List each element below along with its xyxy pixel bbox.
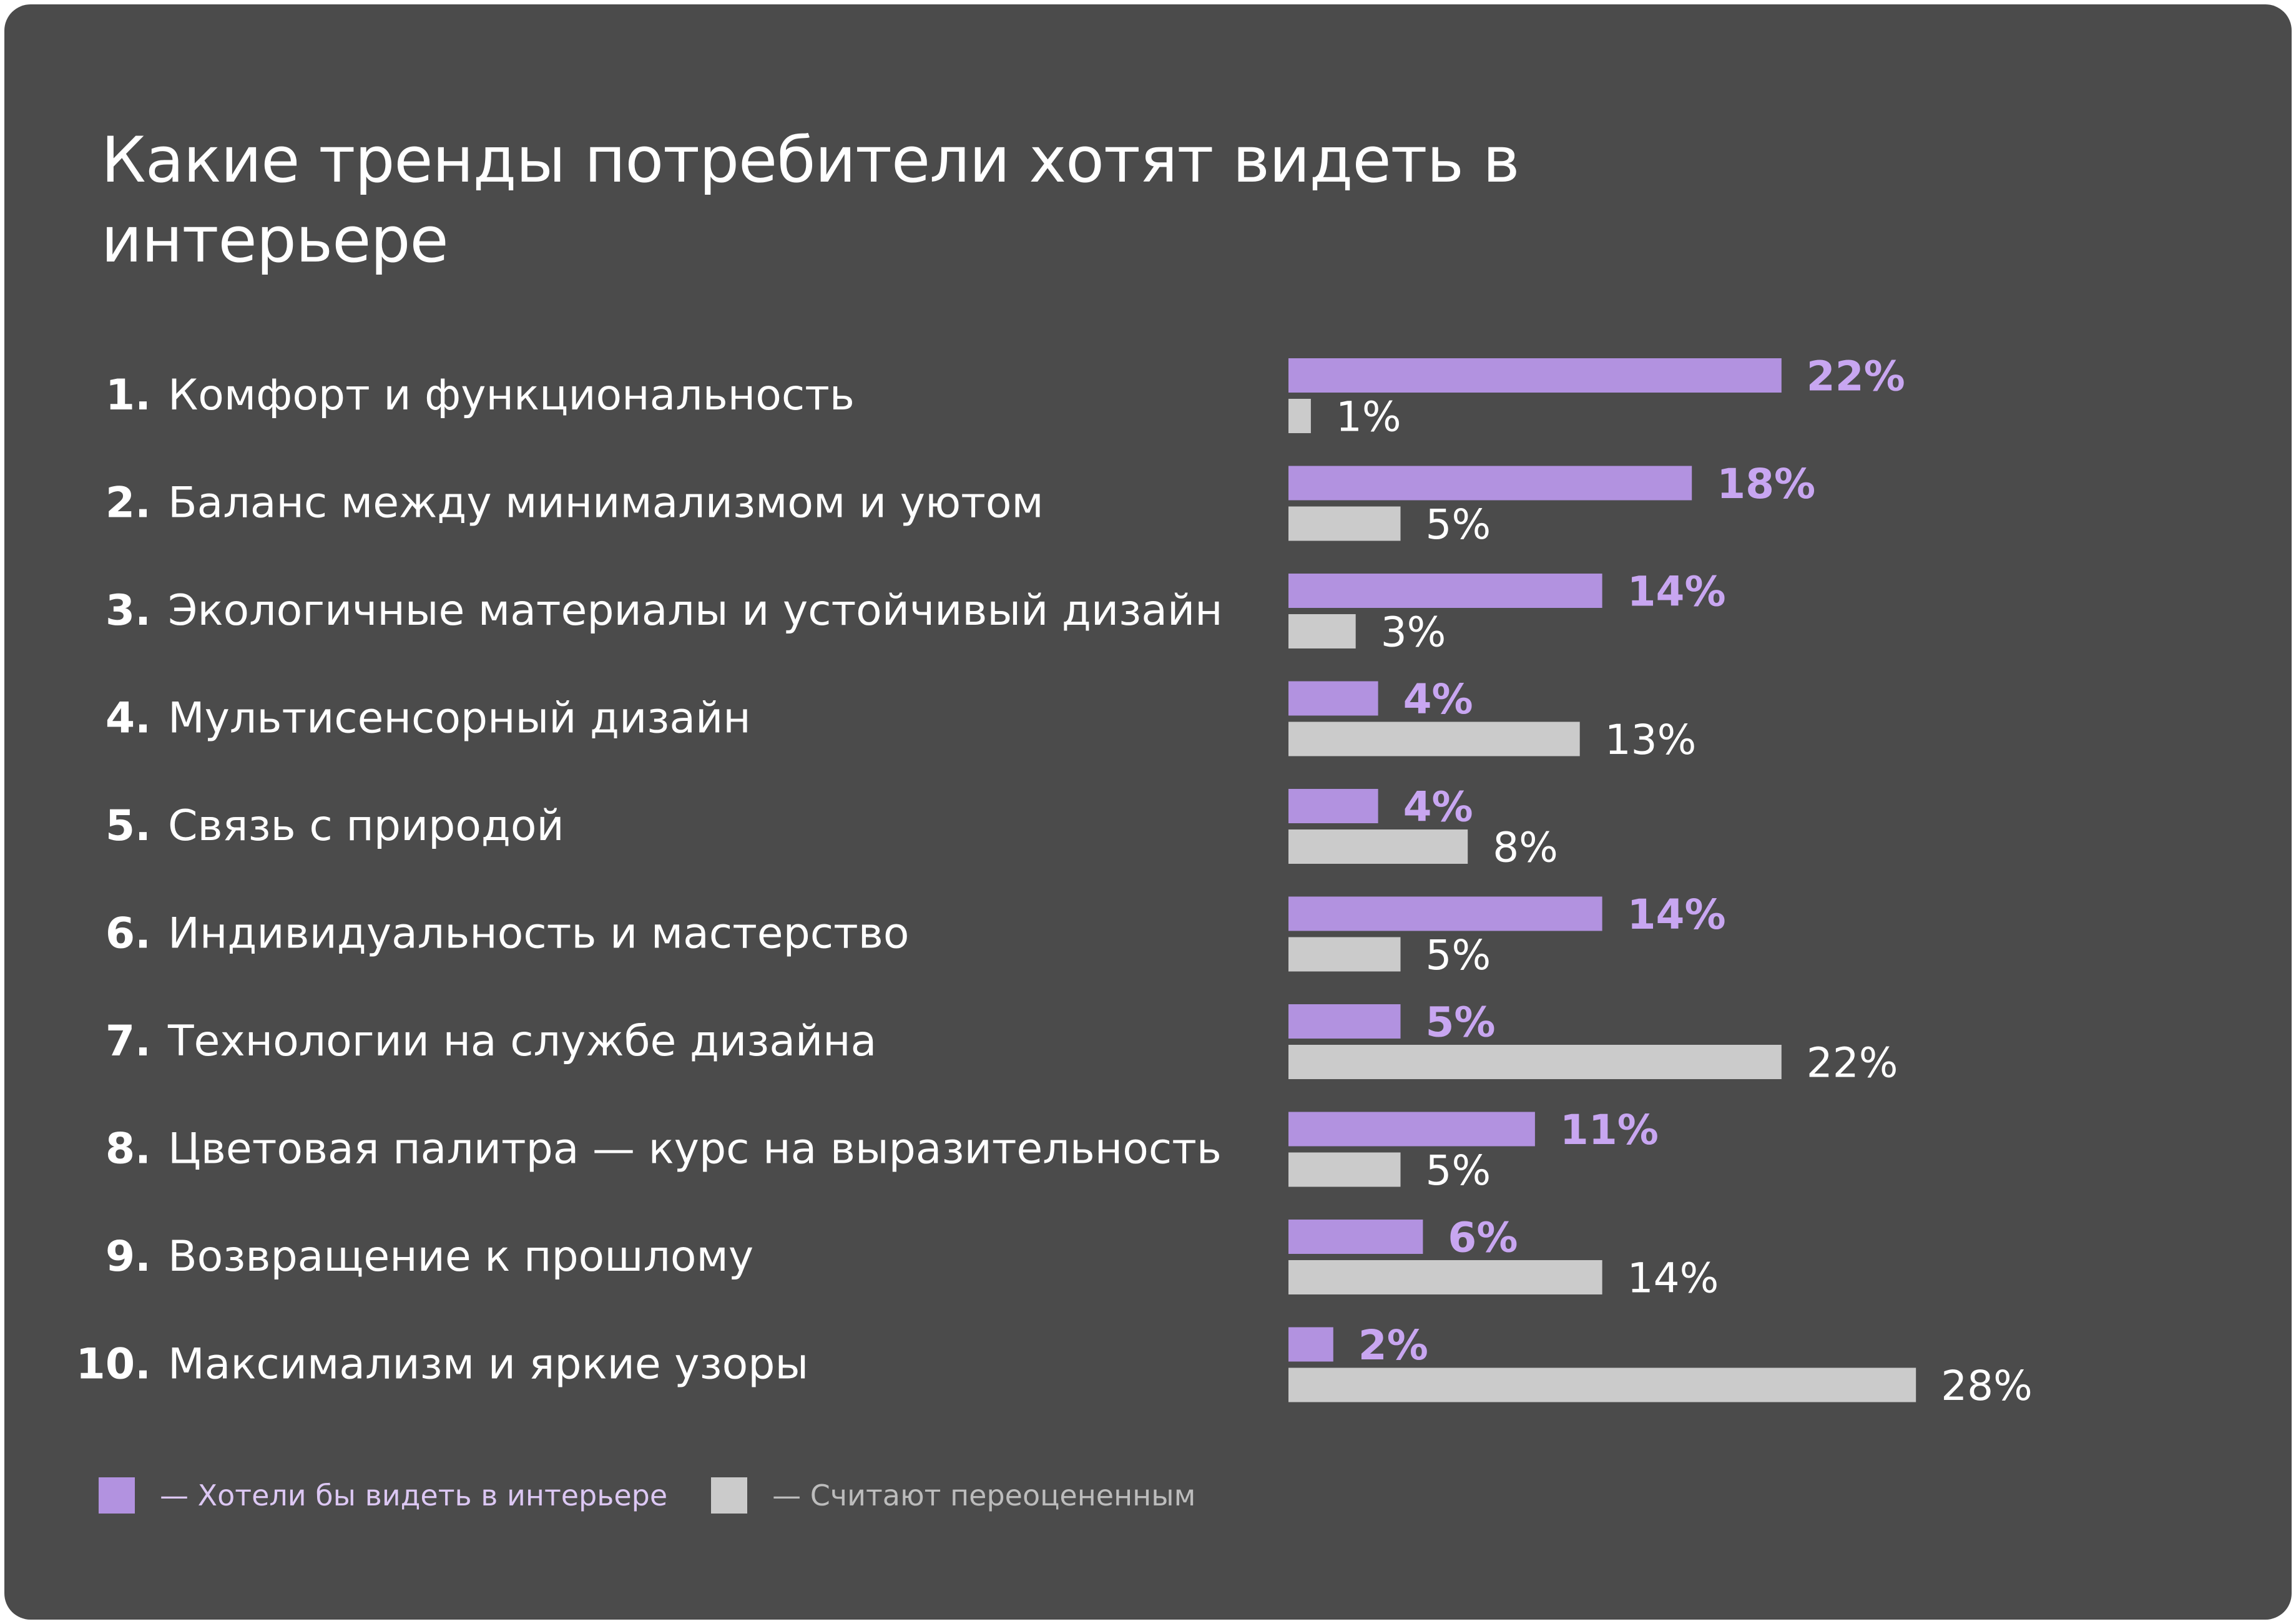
category-number: 7. (105, 1017, 151, 1066)
category-label: Мультисенсорный дизайн (168, 694, 751, 743)
data-label-want: 6% (1448, 1214, 1518, 1262)
bar-overrated (1288, 1367, 1916, 1402)
bar-overrated (1288, 1045, 1782, 1079)
category-label: Технологии на службе дизайна (167, 1017, 876, 1066)
data-label-overrated: 28% (1941, 1362, 2033, 1410)
chart-plot: 1. Комфорт и функциональность 22% 1% 2. Балан… (76, 353, 2033, 1411)
bar-want (1288, 896, 1602, 931)
legend-item-want: — Хотели бы видеть в интерьере (99, 1477, 667, 1514)
data-label-want: 18% (1717, 460, 1815, 508)
data-label-overrated: 13% (1605, 716, 1697, 764)
category-number: 10. (76, 1340, 151, 1389)
data-label-overrated: 1% (1336, 393, 1401, 441)
bar-overrated (1288, 1152, 1401, 1187)
data-label-overrated: 3% (1381, 609, 1446, 657)
bar-want (1288, 681, 1378, 716)
category-number: 9. (105, 1232, 151, 1281)
bar-overrated (1288, 614, 1356, 648)
category-number: 6. (105, 909, 151, 959)
data-label-overrated: 5% (1426, 501, 1491, 549)
legend-swatch-want (99, 1477, 135, 1514)
legend-label-want: — Хотели бы видеть в интерьере (160, 1479, 668, 1512)
category-label: Возвращение к прошлому (168, 1232, 753, 1281)
bar-overrated (1288, 399, 1311, 433)
legend-item-overrated: — Считают переоцененным (711, 1477, 1195, 1514)
category-number: 2. (105, 479, 151, 528)
legend-label-overrated: — Считают переоцененным (772, 1479, 1196, 1512)
data-label-want: 14% (1627, 568, 1726, 616)
bar-overrated (1288, 937, 1401, 972)
category-number: 4. (105, 694, 151, 743)
category-number: 5. (105, 801, 151, 851)
data-label-want: 4% (1403, 675, 1473, 723)
category-label: Индивидуальность и мастерство (168, 909, 909, 959)
bar-want (1288, 358, 1782, 393)
data-label-overrated: 5% (1426, 1147, 1491, 1195)
data-label-overrated: 5% (1426, 931, 1491, 979)
data-label-want: 5% (1426, 999, 1496, 1047)
data-label-overrated: 22% (1807, 1039, 1898, 1087)
data-label-want: 14% (1627, 891, 1726, 939)
category-number: 8. (105, 1125, 151, 1174)
data-label-want: 4% (1403, 783, 1473, 831)
bar-want (1288, 1112, 1535, 1147)
bar-want (1288, 574, 1602, 608)
bar-want (1288, 1220, 1423, 1254)
data-label-want: 22% (1807, 353, 1905, 401)
chart-card: Какие тренды потребители хотят видеть в … (4, 4, 2292, 1620)
bar-overrated (1288, 506, 1401, 541)
legend-swatch-overrated (711, 1477, 748, 1514)
category-number: 1. (105, 371, 151, 420)
category-label: Баланс между минимализмом и уютом (168, 479, 1044, 528)
category-label: Экологичные материалы и устойчивый дизай… (168, 586, 1223, 635)
data-label-want: 2% (1358, 1321, 1428, 1369)
bar-want (1288, 466, 1692, 501)
data-label-overrated: 14% (1627, 1255, 1719, 1303)
bar-overrated (1288, 722, 1580, 756)
category-label: Максимализм и яркие узоры (168, 1340, 808, 1389)
bar-want (1288, 1327, 1333, 1362)
bar-overrated (1288, 1260, 1602, 1294)
bar-want (1288, 789, 1378, 823)
category-label: Комфорт и функциональность (168, 371, 855, 420)
bar-overrated (1288, 829, 1468, 864)
category-number: 3. (105, 586, 151, 635)
legend: — Хотели бы видеть в интерьере — Считают… (99, 1477, 1239, 1514)
data-label-overrated: 8% (1493, 824, 1558, 872)
category-label: Цветовая палитра — курс на выразительнос… (168, 1125, 1222, 1174)
bar-want (1288, 1004, 1401, 1039)
data-label-want: 11% (1560, 1106, 1659, 1154)
chart-title: Какие тренды потребители хотят видеть в … (101, 123, 1520, 276)
category-label: Связь с природой (168, 801, 564, 851)
